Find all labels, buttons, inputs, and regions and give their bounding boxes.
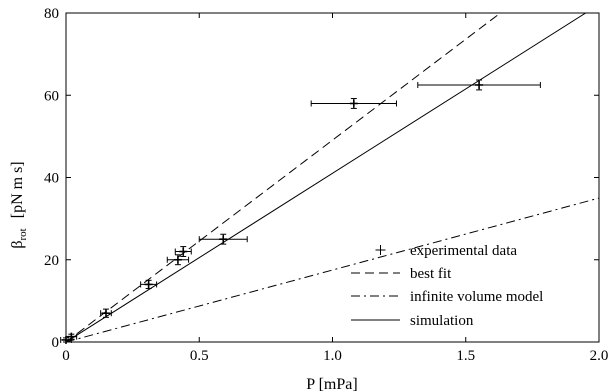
data-point: [65, 332, 78, 341]
x-tick-label: 0.5: [190, 348, 209, 364]
legend-item-best-fit: best fit: [351, 266, 452, 282]
data-point: [310, 98, 397, 109]
x-tick-label: 0: [62, 348, 70, 364]
y-tick-label: 20: [44, 253, 59, 269]
y-tick-label: 0: [52, 335, 60, 351]
simulation-line: [66, 13, 586, 342]
y-tick-label: 60: [44, 88, 59, 104]
y-axis-label-symbol: β: [9, 240, 26, 248]
legend-label: simulation: [410, 313, 474, 329]
data-point: [174, 246, 192, 257]
infinite-volume-model-line: [66, 197, 599, 342]
x-axis-ticks: 0 0.5 1.0 1.5 2.0: [62, 13, 608, 364]
legend-label: infinite volume model: [410, 289, 543, 305]
legend: experimental data best fit infinite volume…: [351, 243, 543, 329]
x-tick-label: 1.5: [456, 348, 475, 364]
x-tick-label: 1.0: [323, 348, 342, 364]
y-axis-label: βrot [pN m s]: [9, 161, 29, 248]
legend-label: best fit: [410, 266, 452, 282]
best-fit-line: [66, 13, 501, 342]
y-tick-label: 80: [44, 6, 59, 22]
legend-item-simulation: simulation: [351, 313, 474, 329]
x-tick-label: 2.0: [590, 348, 609, 364]
data-point: [166, 254, 190, 266]
legend-item-experimental-data: experimental data: [375, 243, 517, 259]
data-point: [417, 79, 541, 91]
data-point: [100, 308, 112, 318]
legend-item-infinite-volume-model: infinite volume model: [351, 289, 543, 305]
legend-label: experimental data: [410, 243, 517, 259]
y-axis-label-subscript: rot: [17, 228, 29, 240]
data-point: [140, 279, 158, 290]
x-axis-label: P [mPa]: [306, 376, 357, 392]
data-point: [198, 233, 248, 245]
y-tick-label: 40: [44, 171, 59, 187]
experimental-data-points: [60, 79, 541, 344]
y-axis-label-units: [pN m s]: [9, 161, 26, 218]
y-axis-ticks: 0 20 40 60 80: [44, 6, 599, 351]
series-lines: [66, 13, 599, 342]
